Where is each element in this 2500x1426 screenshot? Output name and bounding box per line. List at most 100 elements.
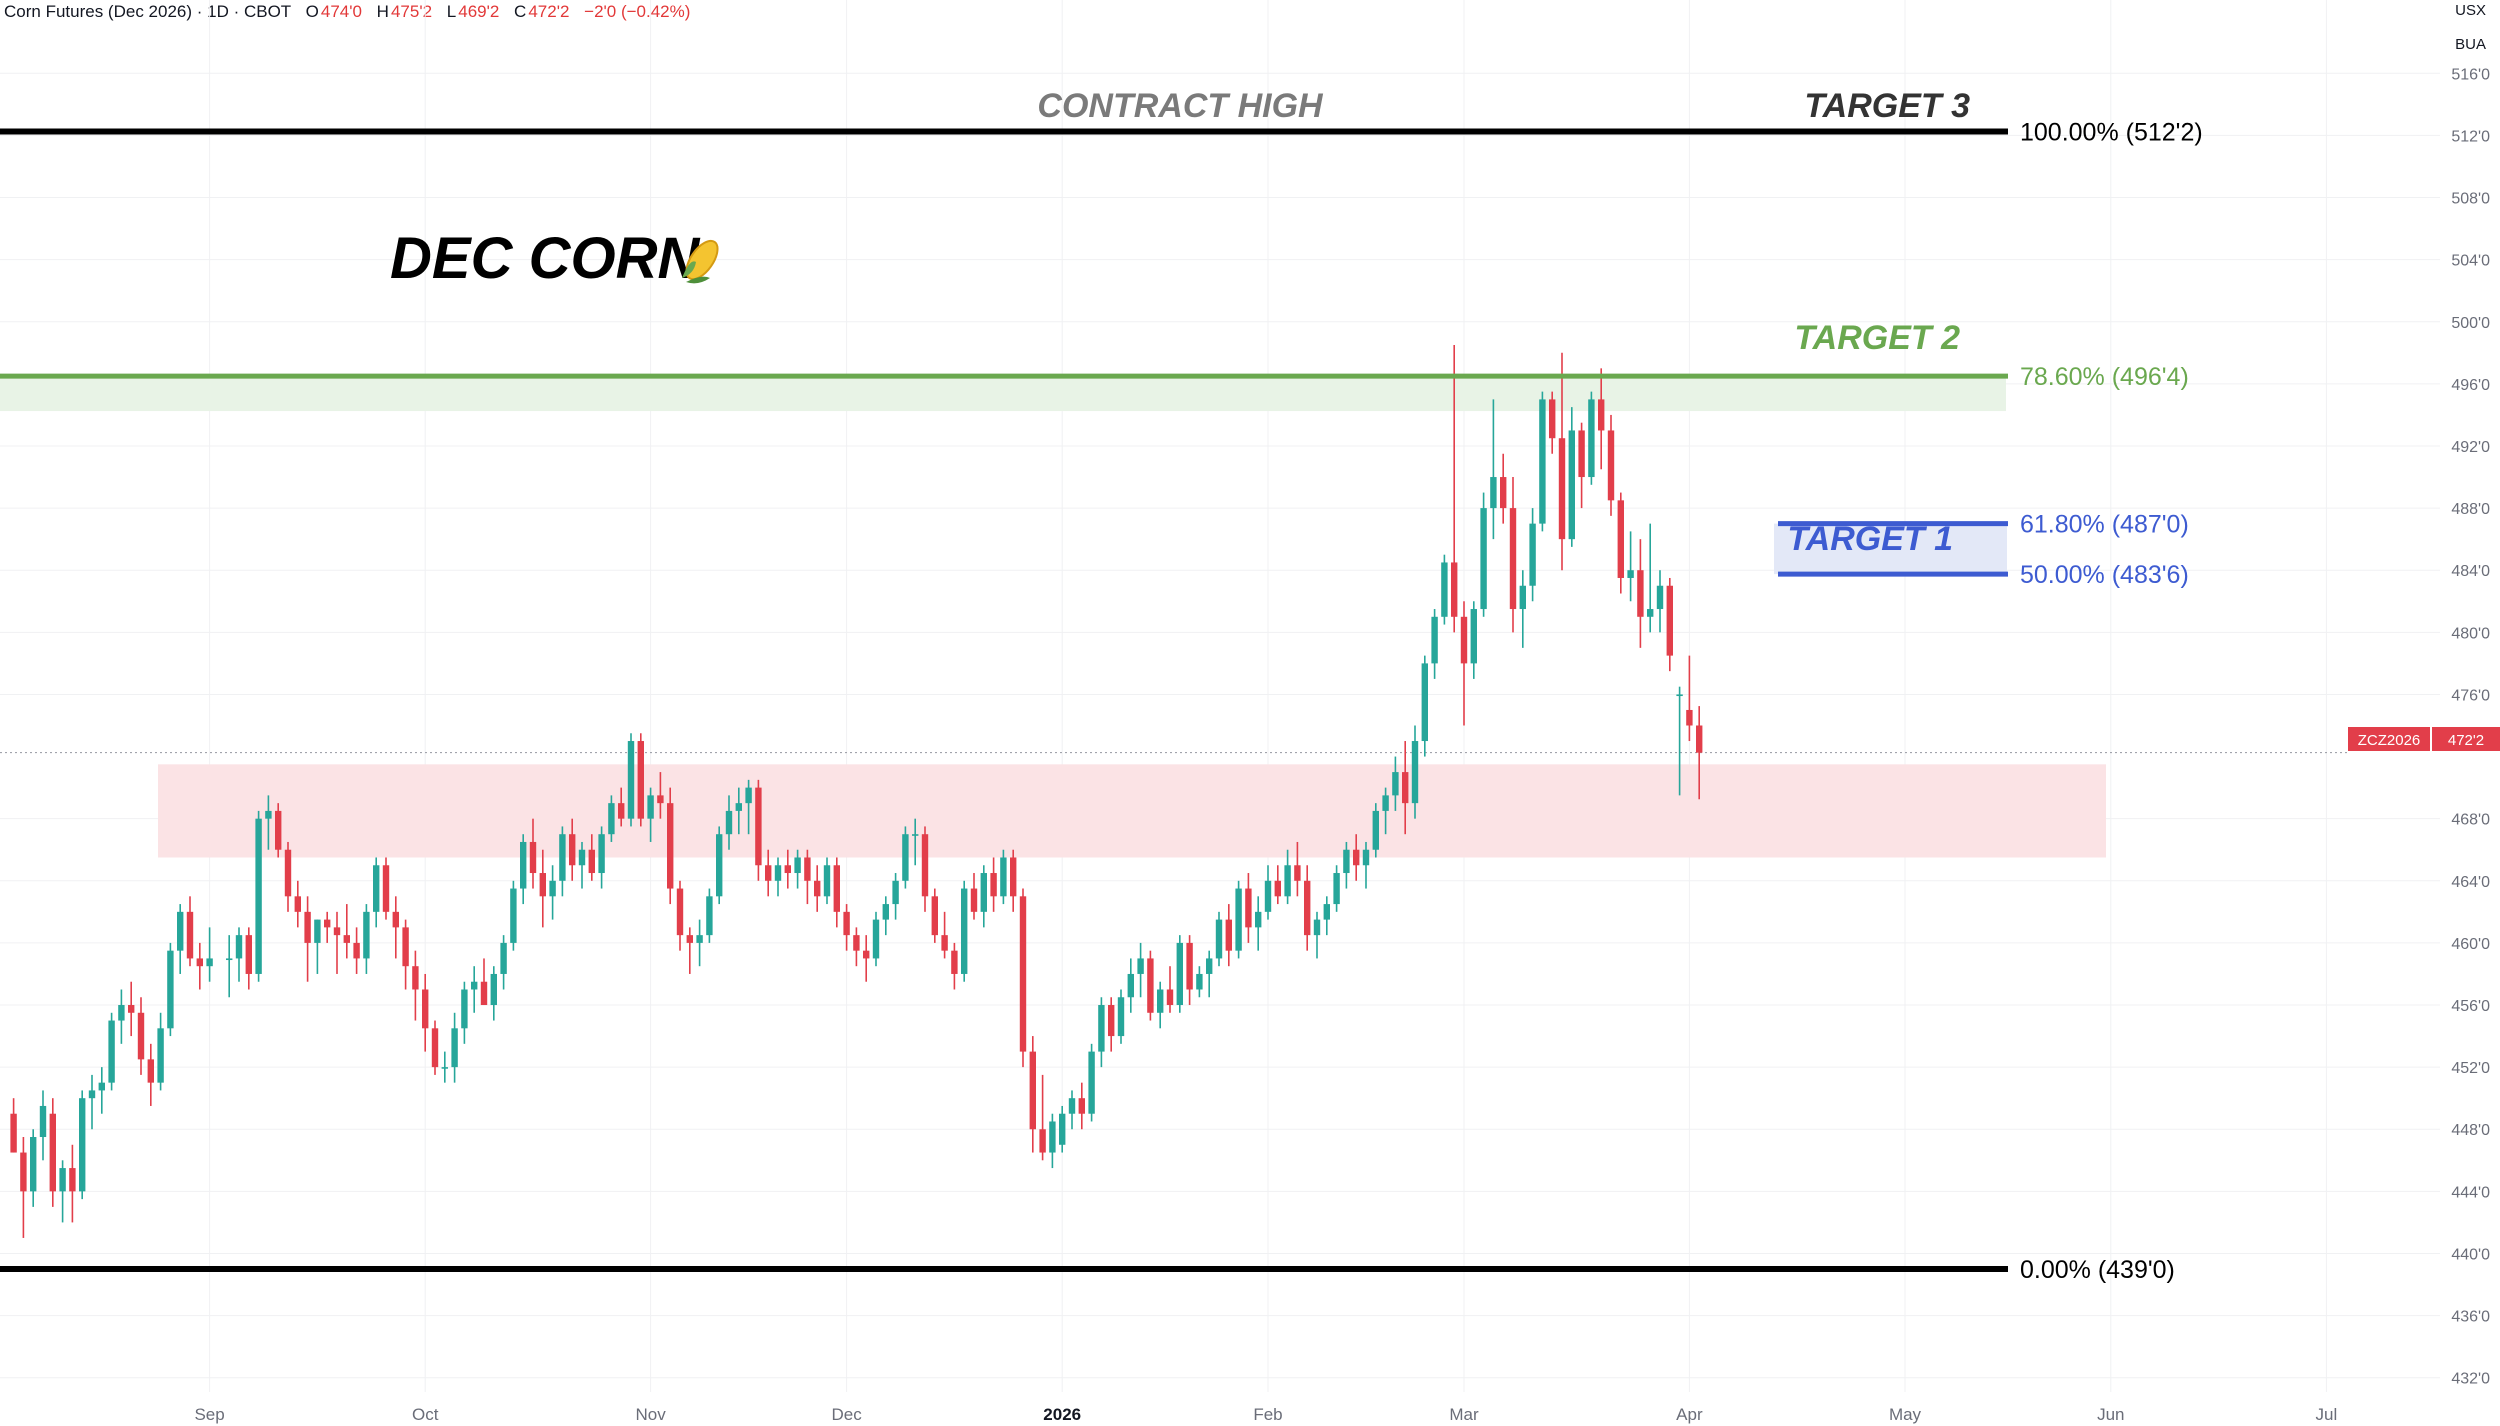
candle-body [510, 888, 517, 943]
low-key: L [446, 2, 457, 21]
candle-body [735, 803, 742, 811]
candle [1529, 508, 1536, 602]
candle [1059, 1105, 1066, 1153]
price-tick-label: 436'0 [2451, 1309, 2490, 1326]
candle-body [1078, 1098, 1085, 1114]
chart-legend-header: Corn Futures (Dec 2026) · 1D · CBOT O 474… [4, 2, 690, 22]
candle [745, 779, 752, 835]
candle [716, 826, 723, 905]
candle-body [20, 1152, 27, 1192]
candle [1558, 352, 1566, 571]
candle-body [716, 834, 723, 897]
candle-body [1617, 500, 1624, 578]
candle-body [275, 810, 282, 850]
candle [98, 1067, 105, 1114]
candle-body [745, 787, 752, 804]
candle [431, 1020, 439, 1075]
candle-body [343, 935, 350, 943]
currency-unit[interactable]: USX [2455, 2, 2486, 19]
candle-body [647, 795, 654, 819]
candle-body [1323, 904, 1330, 920]
candle [324, 911, 331, 943]
candle [853, 927, 860, 967]
candle [284, 841, 292, 912]
candle-body [1647, 609, 1654, 617]
candle [1588, 391, 1595, 485]
candle [128, 981, 135, 1037]
candle-body [363, 911, 370, 959]
candle-body [774, 865, 782, 881]
candle-body [823, 865, 831, 897]
time-axis[interactable]: Sep Oct Nov Dec 2026 Feb Mar Apr May Jun Jul [194, 1405, 2337, 1424]
candle [30, 1129, 37, 1207]
time-tick-label: Sep [194, 1405, 224, 1424]
candle [1157, 981, 1164, 1029]
candle-body [657, 795, 664, 804]
candle-body [608, 803, 615, 835]
candle [1333, 865, 1340, 912]
quantity-unit[interactable]: BUA [2455, 36, 2486, 53]
candle [1637, 539, 1644, 648]
candle [833, 857, 840, 928]
candle-body [1117, 997, 1125, 1037]
candle [490, 966, 497, 1021]
candle [1372, 803, 1379, 858]
price-tick-label: 484'0 [2451, 563, 2490, 580]
price-axis[interactable]: 516'0 512'0 508'0 504'0 500'0 496'0 492'0 488'0… [2451, 66, 2490, 1387]
price-tick-label: 452'0 [2451, 1060, 2490, 1077]
time-tick-label: Oct [412, 1405, 439, 1424]
candle [382, 857, 390, 920]
candle [1686, 655, 1693, 742]
candle [69, 1144, 76, 1223]
candle [373, 857, 380, 928]
candle [774, 857, 782, 897]
candle-body [1245, 888, 1252, 928]
candle [1382, 787, 1389, 835]
candle [1578, 422, 1585, 509]
time-tick-label: Nov [635, 1405, 666, 1424]
candle-body [1500, 477, 1507, 509]
price-tick-label: 444'0 [2451, 1184, 2490, 1201]
candle [539, 849, 546, 928]
candle-body [520, 841, 527, 889]
candle-body [1362, 849, 1370, 866]
candle-body [872, 919, 880, 959]
resistance-zone [0, 376, 2006, 412]
candle [823, 857, 831, 905]
price-tick-label: 496'0 [2451, 377, 2490, 394]
candle [1000, 849, 1007, 905]
candle-body [853, 935, 860, 951]
target-1-zone [1774, 523, 2007, 575]
candle-body [1186, 942, 1193, 990]
candle [1274, 865, 1281, 905]
candle [1323, 896, 1330, 936]
candle [843, 904, 850, 951]
fib-level-label: 0.00% (439'0) [2020, 1256, 2175, 1284]
candle-body [1411, 741, 1419, 804]
candle [1313, 911, 1321, 959]
candle [725, 795, 733, 850]
candle [1108, 997, 1115, 1052]
symbol-description: Corn Futures (Dec 2026) · 1D · CBOT [4, 2, 291, 21]
candle-body [1372, 810, 1379, 850]
candle [980, 865, 987, 928]
candle [1049, 1113, 1056, 1169]
candle-body [1166, 989, 1174, 1006]
candle-body [1480, 508, 1487, 610]
candle-body [98, 1082, 105, 1091]
candle-body [1127, 973, 1134, 998]
candle [1166, 966, 1174, 1013]
candle [10, 1098, 17, 1153]
candle-body [833, 865, 840, 912]
candle [765, 849, 772, 897]
time-tick-label: Apr [1676, 1405, 1703, 1424]
candle-body [431, 1028, 439, 1068]
candle-body [108, 1020, 115, 1083]
candle [578, 841, 586, 889]
fib-level-label: 61.80% (487'0) [2020, 511, 2189, 539]
candle-body [755, 787, 762, 866]
candle-body [1019, 896, 1027, 1052]
candle [676, 880, 684, 951]
candle-body [1039, 1129, 1046, 1153]
